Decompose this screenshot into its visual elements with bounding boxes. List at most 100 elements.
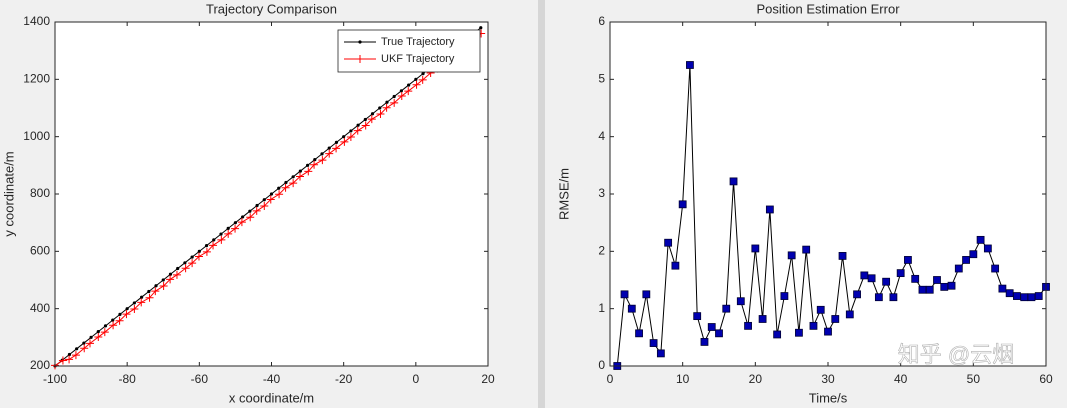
point bbox=[212, 238, 216, 242]
point bbox=[125, 307, 129, 311]
point bbox=[378, 106, 382, 110]
y-tick-label: 2 bbox=[598, 244, 605, 258]
point bbox=[298, 169, 302, 173]
point bbox=[1013, 292, 1021, 300]
point bbox=[103, 324, 108, 328]
point bbox=[353, 126, 362, 135]
point bbox=[86, 339, 95, 348]
point bbox=[620, 290, 629, 299]
plot-area bbox=[610, 22, 1046, 366]
point bbox=[367, 115, 376, 124]
y-tick-label: 800 bbox=[30, 186, 50, 200]
point bbox=[824, 327, 832, 336]
point bbox=[269, 192, 274, 196]
point bbox=[194, 252, 203, 261]
x-tick-label: 30 bbox=[821, 372, 835, 386]
x-tick-label: -20 bbox=[335, 372, 353, 386]
legend-label: UKF Trajectory bbox=[381, 53, 455, 65]
point bbox=[853, 290, 861, 299]
point bbox=[65, 355, 74, 364]
watermark: 知乎 @云烟 bbox=[898, 342, 1014, 367]
point bbox=[154, 284, 158, 288]
legend bbox=[337, 29, 481, 73]
point bbox=[71, 351, 80, 360]
point bbox=[635, 329, 643, 338]
y-tick-label: 200 bbox=[30, 358, 50, 372]
point bbox=[773, 330, 782, 339]
point bbox=[75, 347, 79, 351]
legend-marker bbox=[356, 55, 364, 63]
point bbox=[642, 290, 651, 299]
point bbox=[248, 209, 252, 213]
point bbox=[729, 177, 738, 186]
point bbox=[137, 298, 146, 307]
point bbox=[67, 352, 72, 357]
point bbox=[237, 218, 246, 227]
point bbox=[874, 293, 883, 302]
point bbox=[361, 121, 370, 130]
point bbox=[318, 156, 327, 165]
point bbox=[204, 244, 209, 248]
point bbox=[376, 110, 385, 119]
point bbox=[281, 183, 290, 192]
y-tick-label: 3 bbox=[598, 186, 605, 200]
point bbox=[407, 83, 411, 87]
point bbox=[159, 282, 168, 291]
point bbox=[969, 250, 978, 259]
point bbox=[197, 249, 201, 253]
point bbox=[693, 312, 702, 321]
point bbox=[1034, 292, 1043, 300]
point bbox=[130, 304, 139, 313]
point bbox=[313, 158, 317, 162]
y-tick-label: 1200 bbox=[23, 72, 50, 86]
point bbox=[882, 277, 891, 286]
point bbox=[976, 235, 985, 244]
point bbox=[816, 305, 825, 314]
point bbox=[656, 349, 665, 358]
point bbox=[838, 252, 847, 260]
point bbox=[991, 264, 1000, 273]
legend-marker bbox=[358, 40, 362, 44]
point bbox=[226, 226, 230, 230]
point bbox=[190, 255, 194, 259]
point bbox=[382, 103, 391, 112]
point bbox=[412, 80, 421, 89]
point bbox=[260, 202, 269, 211]
point bbox=[94, 333, 103, 342]
point bbox=[983, 244, 992, 253]
point bbox=[140, 295, 144, 299]
point bbox=[867, 274, 876, 283]
point bbox=[751, 244, 760, 253]
point bbox=[911, 274, 920, 283]
y-axis-label: RMSE/m bbox=[556, 168, 571, 220]
point bbox=[787, 251, 796, 260]
point bbox=[233, 221, 238, 225]
point bbox=[664, 238, 673, 247]
axes-box bbox=[609, 21, 1047, 367]
x-tick-label: 0 bbox=[412, 372, 419, 386]
point bbox=[795, 328, 803, 337]
point bbox=[241, 215, 245, 219]
point bbox=[363, 117, 367, 122]
point bbox=[96, 330, 100, 334]
point bbox=[118, 312, 122, 316]
point bbox=[181, 264, 190, 273]
point bbox=[122, 310, 131, 319]
point bbox=[678, 200, 687, 209]
point bbox=[904, 256, 912, 264]
point bbox=[962, 256, 970, 264]
point bbox=[765, 205, 774, 214]
point bbox=[224, 229, 233, 238]
x-tick-label: 60 bbox=[1039, 372, 1053, 386]
point bbox=[933, 276, 941, 284]
point bbox=[707, 323, 716, 331]
point bbox=[940, 282, 949, 291]
x-tick-label: 20 bbox=[481, 372, 495, 386]
point bbox=[356, 123, 360, 127]
point bbox=[183, 261, 187, 265]
x-axis-label: x coordinate/m bbox=[229, 390, 314, 405]
point bbox=[100, 328, 109, 337]
point bbox=[421, 72, 425, 76]
point bbox=[397, 91, 406, 100]
point bbox=[145, 293, 154, 302]
